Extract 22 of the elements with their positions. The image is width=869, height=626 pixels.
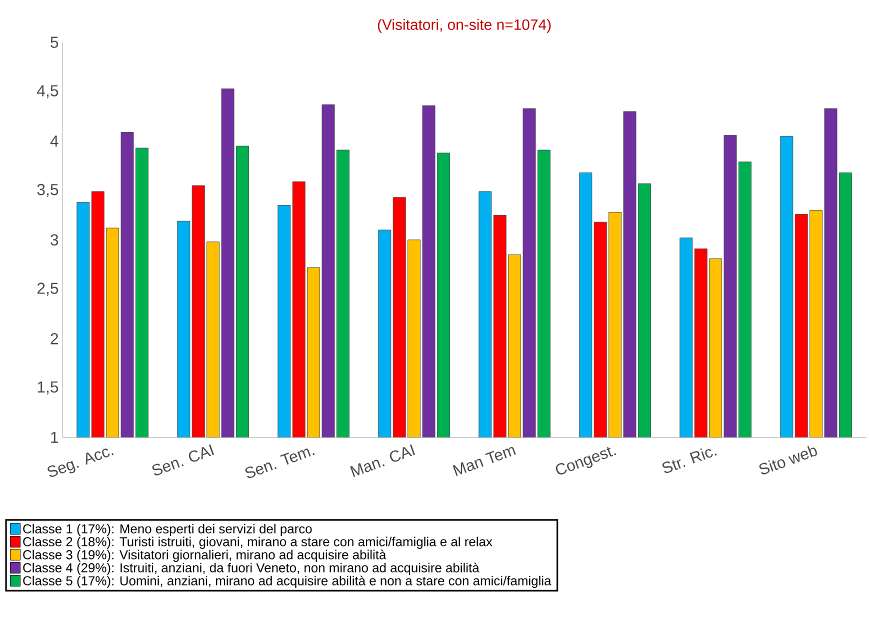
x-tick-label: Sen. CAI xyxy=(152,444,214,476)
y-tick-label: 1,5 xyxy=(38,381,58,394)
x-tick-label: Man. CAI xyxy=(350,444,416,477)
y-tick-label: 3,5 xyxy=(37,184,58,198)
y-tick-label: 2,5 xyxy=(37,282,58,296)
chart-title: (Visitatori, on-site n=1074) xyxy=(378,18,551,33)
y-tick-label: 1 xyxy=(51,432,58,443)
y-tick-label: 3 xyxy=(50,234,58,246)
x-tick-label: Sito web xyxy=(759,446,817,474)
x-tick-label: Str. Ric. xyxy=(662,448,717,473)
y-tick-label: 5 xyxy=(50,36,58,48)
x-tick-label: Seg. Acc. xyxy=(48,448,114,477)
legend-label: Classe 4 (29%): Istruiti, anziani, da fuori Veneto, non mirano ad acquisire abilità xyxy=(23,562,480,575)
legend-label: Classe 1 (17%): Meno esperti dei servizi del parco xyxy=(23,524,312,536)
y-tick-label: 4 xyxy=(50,136,58,147)
legend-label: Classe 5 (17%): Uomini, anziani, mirano ad acquisire abilità e non a stare con amici/famiglia xyxy=(23,576,552,588)
y-tick-label: 4,5 xyxy=(37,85,58,98)
y-tick-label: 2 xyxy=(50,333,58,344)
legend-label: Classe 3 (19%): Visitatori giornalieri, mirano ad acquisire abilità xyxy=(23,550,386,562)
x-tick-label: Man Tem xyxy=(452,446,516,476)
x-tick-label: Sen. Tem. xyxy=(245,448,315,478)
legend-label: Classe 2 (18%): Turisti istruiti, giovani, mirano a stare con amici/famiglia e al relax xyxy=(23,536,492,549)
